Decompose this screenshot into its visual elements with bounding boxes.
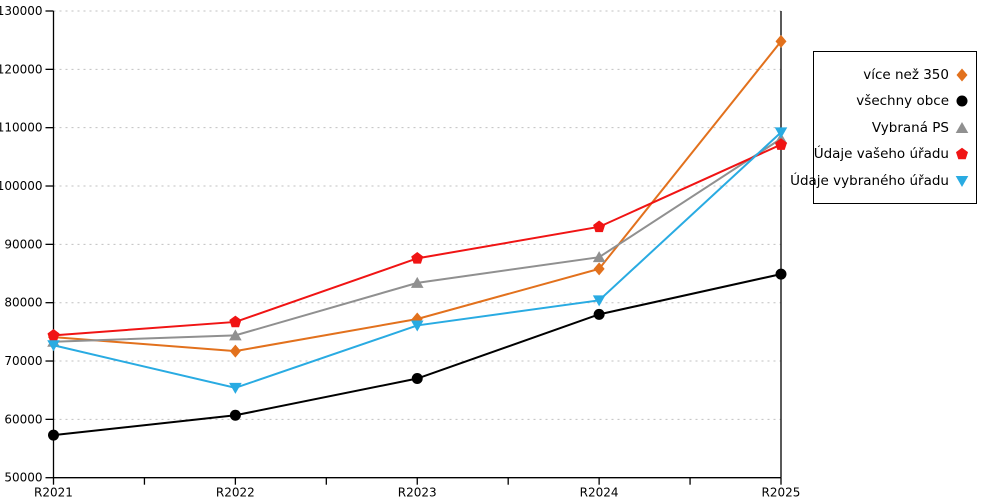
legend-item: všechny obce bbox=[818, 93, 970, 109]
legend-item: Údaje vybraného úřadu bbox=[790, 173, 970, 189]
data-point bbox=[411, 373, 423, 385]
legend-item: Údaje vašeho úřadu bbox=[814, 146, 970, 162]
x-tick-label: R2022 bbox=[216, 486, 255, 500]
data-point bbox=[593, 220, 606, 233]
data-point bbox=[229, 315, 242, 328]
data-point bbox=[410, 320, 424, 332]
data-point bbox=[775, 34, 787, 48]
legend-label: Vybraná PS bbox=[871, 119, 949, 136]
triangle-up-legend-icon bbox=[955, 121, 969, 133]
pentagon-legend-icon bbox=[956, 147, 968, 160]
series-line-0 bbox=[53, 40, 782, 353]
data-point bbox=[592, 295, 606, 307]
series-line-3 bbox=[53, 143, 782, 337]
y-tick-label: 110000 bbox=[0, 121, 43, 135]
x-tick-label: R2024 bbox=[580, 486, 619, 500]
data-point bbox=[592, 251, 606, 263]
data-point bbox=[229, 329, 242, 341]
series-line-1 bbox=[53, 273, 782, 437]
x-tick-label: R2023 bbox=[398, 486, 437, 500]
y-tick-label: 100000 bbox=[0, 179, 43, 193]
x-tick-label: R2021 bbox=[34, 486, 73, 500]
y-tick-label: 50000 bbox=[4, 471, 42, 485]
y-tick-label: 120000 bbox=[0, 62, 43, 76]
y-tick-label: 90000 bbox=[4, 237, 42, 251]
data-point bbox=[411, 252, 424, 264]
y-tick-label: 70000 bbox=[4, 354, 42, 368]
legend-item: Vybraná PS bbox=[818, 120, 970, 136]
data-point bbox=[775, 138, 787, 150]
data-point bbox=[229, 344, 241, 358]
data-point bbox=[229, 409, 241, 421]
data-point bbox=[410, 276, 424, 288]
diamond-legend-icon bbox=[956, 68, 968, 81]
circle-legend-icon bbox=[956, 95, 968, 107]
y-tick-label: 60000 bbox=[4, 412, 42, 426]
data-point bbox=[229, 382, 242, 394]
y-tick-label: 80000 bbox=[4, 296, 42, 310]
legend-label: Údaje vašeho úřadu bbox=[813, 146, 949, 162]
legend-label: všechny obce bbox=[856, 93, 949, 109]
legend: více než 350 všechny obce Vybraná PS Údaje … bbox=[790, 51, 977, 204]
data-point bbox=[593, 308, 605, 320]
series-line-2 bbox=[53, 137, 782, 343]
data-point bbox=[48, 429, 59, 441]
legend-label: více než 350 bbox=[863, 66, 949, 83]
data-point bbox=[593, 262, 605, 276]
legend-item: více než 350 bbox=[818, 67, 970, 83]
legend-label: Údaje vybraného úřadu bbox=[790, 172, 949, 189]
data-point bbox=[774, 127, 788, 139]
data-point bbox=[47, 329, 60, 341]
data-point bbox=[47, 340, 60, 352]
y-tick-label: 130000 bbox=[0, 4, 43, 18]
triangle-down-legend-icon bbox=[955, 175, 969, 187]
data-point bbox=[775, 268, 787, 280]
x-tick-label: R2025 bbox=[762, 486, 801, 500]
